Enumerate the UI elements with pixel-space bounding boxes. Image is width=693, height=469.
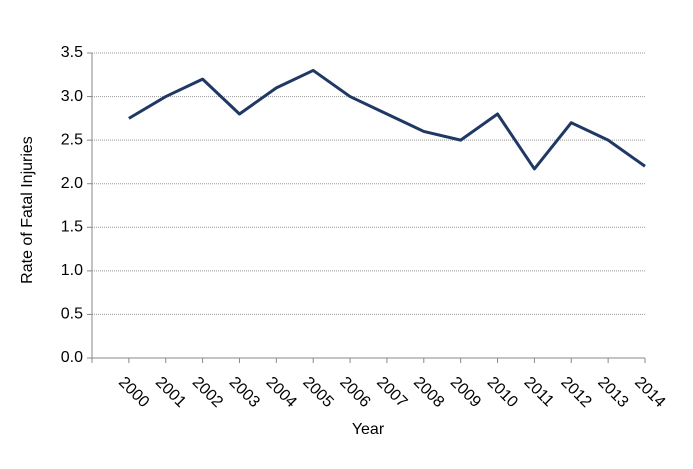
x-tick-label: 2012 bbox=[557, 374, 594, 411]
x-tick-label: 2001 bbox=[152, 374, 189, 411]
x-tick-label: 2009 bbox=[447, 374, 484, 411]
y-axis-label: Rate of Fatal Injuries bbox=[19, 136, 36, 284]
x-tick-label: 2004 bbox=[263, 374, 300, 411]
x-tick-label: 2014 bbox=[631, 374, 668, 411]
data-line bbox=[128, 68, 646, 171]
x-tick-label: 2005 bbox=[299, 374, 336, 411]
y-tick-label: 1.5 bbox=[61, 219, 83, 236]
x-tick-label: 2011 bbox=[521, 374, 557, 410]
x-axis-label: Year bbox=[352, 421, 385, 438]
y-tick-label: 2.0 bbox=[61, 175, 83, 192]
x-tick-label: 2000 bbox=[115, 374, 152, 411]
x-tick-label: 2010 bbox=[484, 374, 521, 411]
y-tick-label: 1.0 bbox=[61, 262, 83, 279]
x-tick-label: 2002 bbox=[189, 374, 226, 411]
x-tick-label: 2003 bbox=[226, 374, 263, 411]
x-tick-label: 2013 bbox=[594, 374, 631, 411]
y-tick-label: 0.5 bbox=[61, 306, 83, 323]
y-tick-label: 2.5 bbox=[61, 131, 83, 148]
y-tick-label: 3.0 bbox=[61, 88, 83, 105]
x-tick-label: 2007 bbox=[373, 374, 410, 411]
y-tick-label: 0.0 bbox=[61, 349, 83, 366]
y-tick-label: 3.5 bbox=[61, 44, 83, 61]
x-tick-label: 2006 bbox=[336, 374, 373, 411]
x-tick-label: 2008 bbox=[410, 374, 447, 411]
